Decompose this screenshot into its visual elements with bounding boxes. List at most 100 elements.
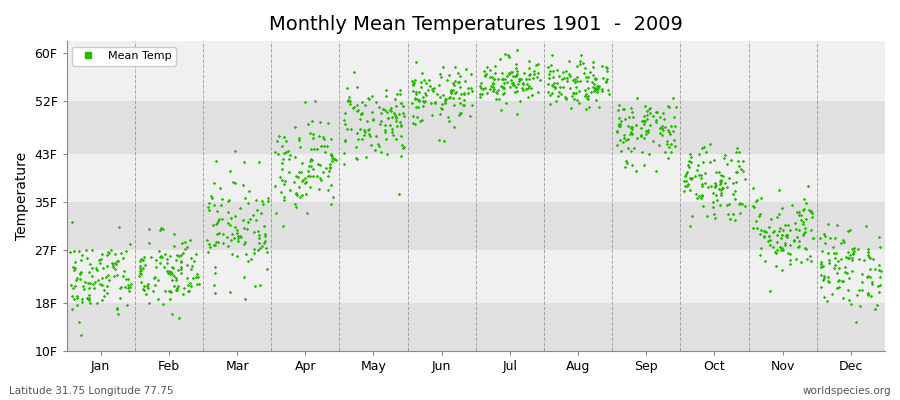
Point [746, 185, 760, 191]
Point [289, 204, 303, 210]
Point [516, 80, 530, 87]
Point [622, 114, 636, 120]
Point [661, 154, 675, 161]
Point [506, 82, 520, 88]
Point [168, 276, 183, 283]
Point [703, 159, 717, 165]
Point [680, 182, 694, 189]
Point [83, 280, 97, 286]
Point [612, 122, 626, 129]
Point [793, 212, 807, 219]
Point [146, 288, 160, 294]
Point [341, 96, 356, 103]
Point [230, 227, 244, 233]
Point [169, 286, 184, 293]
Point [376, 106, 391, 112]
Point [404, 78, 419, 84]
Point [626, 114, 640, 120]
Point [81, 296, 95, 302]
Point [500, 73, 514, 80]
Point [839, 254, 853, 260]
Point [202, 241, 216, 247]
Point [612, 114, 626, 121]
Point [666, 95, 680, 101]
Point [794, 259, 808, 265]
Point [814, 284, 828, 291]
Point [304, 156, 319, 163]
Point [397, 113, 411, 119]
Point [785, 202, 799, 208]
Point [822, 257, 836, 263]
Point [720, 161, 734, 168]
Point [522, 58, 536, 64]
Point [816, 294, 831, 300]
Point [768, 248, 782, 255]
Point [814, 259, 828, 265]
Point [770, 214, 784, 220]
Point [831, 278, 845, 284]
Point [787, 237, 801, 243]
Point [89, 265, 104, 272]
Point [75, 295, 89, 302]
Point [678, 172, 692, 179]
Point [822, 260, 836, 266]
Point [543, 101, 557, 107]
Point [163, 296, 177, 302]
Point [258, 244, 273, 251]
Point [747, 204, 761, 210]
Point [832, 264, 847, 271]
Point [508, 73, 523, 80]
Point [662, 131, 677, 137]
Point [386, 110, 400, 116]
Point [796, 232, 810, 238]
Point [817, 274, 832, 281]
Point [834, 240, 849, 246]
Point [278, 148, 293, 155]
Point [496, 85, 510, 92]
Point [638, 118, 652, 124]
Point [680, 181, 695, 187]
Point [829, 270, 843, 276]
Point [365, 116, 380, 122]
Point [804, 227, 818, 233]
Point [630, 135, 644, 141]
Point [71, 318, 86, 325]
Point [757, 228, 771, 235]
Point [322, 168, 337, 175]
Point [321, 187, 336, 193]
Point [629, 168, 643, 174]
Point [681, 162, 696, 168]
Point [637, 162, 652, 168]
Point [792, 237, 806, 244]
Point [289, 190, 303, 196]
Point [623, 131, 637, 138]
Point [363, 131, 377, 137]
Point [211, 238, 225, 245]
Point [301, 120, 315, 127]
Point [496, 90, 510, 96]
Point [710, 196, 724, 203]
Point [624, 124, 638, 130]
Point [150, 296, 165, 302]
Point [442, 118, 456, 124]
Point [612, 122, 626, 128]
Point [207, 202, 221, 208]
Point [580, 78, 594, 84]
Point [716, 172, 730, 179]
Point [733, 210, 747, 216]
Point [727, 196, 742, 202]
Point [437, 97, 452, 104]
Point [298, 175, 312, 181]
Point [319, 164, 333, 171]
Point [432, 137, 446, 143]
Point [778, 240, 793, 246]
Point [502, 71, 517, 77]
Point [804, 209, 818, 215]
Point [94, 260, 108, 266]
Point [446, 102, 461, 108]
Point [233, 233, 248, 239]
Point [165, 277, 179, 283]
Point [176, 285, 191, 291]
Point [206, 222, 220, 228]
Point [799, 215, 814, 222]
